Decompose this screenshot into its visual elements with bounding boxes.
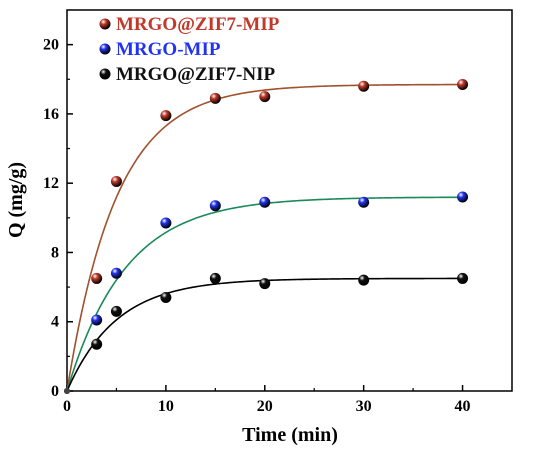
y-tick-label: 0 — [51, 383, 59, 400]
legend-marker — [99, 43, 111, 55]
y-tick-label: 20 — [43, 37, 59, 54]
legend-label: MRGO@ZIF7-MIP — [116, 14, 280, 35]
data-point — [358, 196, 370, 208]
data-point — [209, 200, 221, 212]
y-axis-title: Q (mg/g) — [5, 162, 27, 238]
fit-curve — [66, 196, 463, 392]
y-tick-label: 12 — [43, 175, 59, 192]
y-axis-ticks: 0 4 8 12 16 20 — [43, 37, 73, 400]
data-point — [457, 78, 469, 90]
data-point — [457, 272, 469, 284]
x-tick-label: 20 — [257, 398, 273, 415]
data-point — [91, 272, 103, 284]
data-point — [160, 291, 172, 303]
x-tick-label: 30 — [356, 398, 372, 415]
plot-frame — [66, 9, 513, 392]
legend-marker — [99, 68, 111, 80]
x-tick-label: 10 — [158, 398, 174, 415]
data-point — [358, 274, 370, 286]
y-tick-label: 8 — [51, 244, 59, 261]
data-point — [160, 110, 172, 122]
data-point — [259, 278, 271, 290]
x-tick-label: 0 — [63, 398, 71, 415]
data-point — [259, 196, 271, 208]
data-point — [110, 267, 122, 279]
x-tick-label: 40 — [455, 398, 471, 415]
data-point — [358, 80, 370, 92]
data-point — [91, 338, 103, 350]
fit-curves — [66, 83, 463, 392]
fit-curve — [66, 277, 463, 392]
data-point — [209, 272, 221, 284]
fit-curve — [66, 83, 463, 392]
data-point — [110, 305, 122, 317]
y-tick-label: 4 — [51, 314, 59, 331]
data-point — [209, 92, 221, 104]
data-point — [64, 388, 70, 394]
data-points — [64, 78, 469, 394]
x-axis-title: Time (min) — [242, 424, 338, 446]
x-axis-ticks: 0 10 20 30 40 — [63, 385, 471, 415]
y-tick-label: 16 — [43, 106, 59, 123]
legend-marker — [99, 18, 111, 30]
data-point — [91, 314, 103, 326]
data-point — [457, 191, 469, 203]
legend-label: MRGO@ZIF7-NIP — [116, 64, 276, 85]
data-point — [259, 91, 271, 103]
data-point — [160, 217, 172, 229]
legend-label: MRGO-MIP — [116, 39, 221, 60]
legend: MRGO@ZIF7-MIP MRGO-MIP MRGO@ZIF7-NIP — [99, 14, 280, 85]
data-point — [110, 175, 122, 187]
